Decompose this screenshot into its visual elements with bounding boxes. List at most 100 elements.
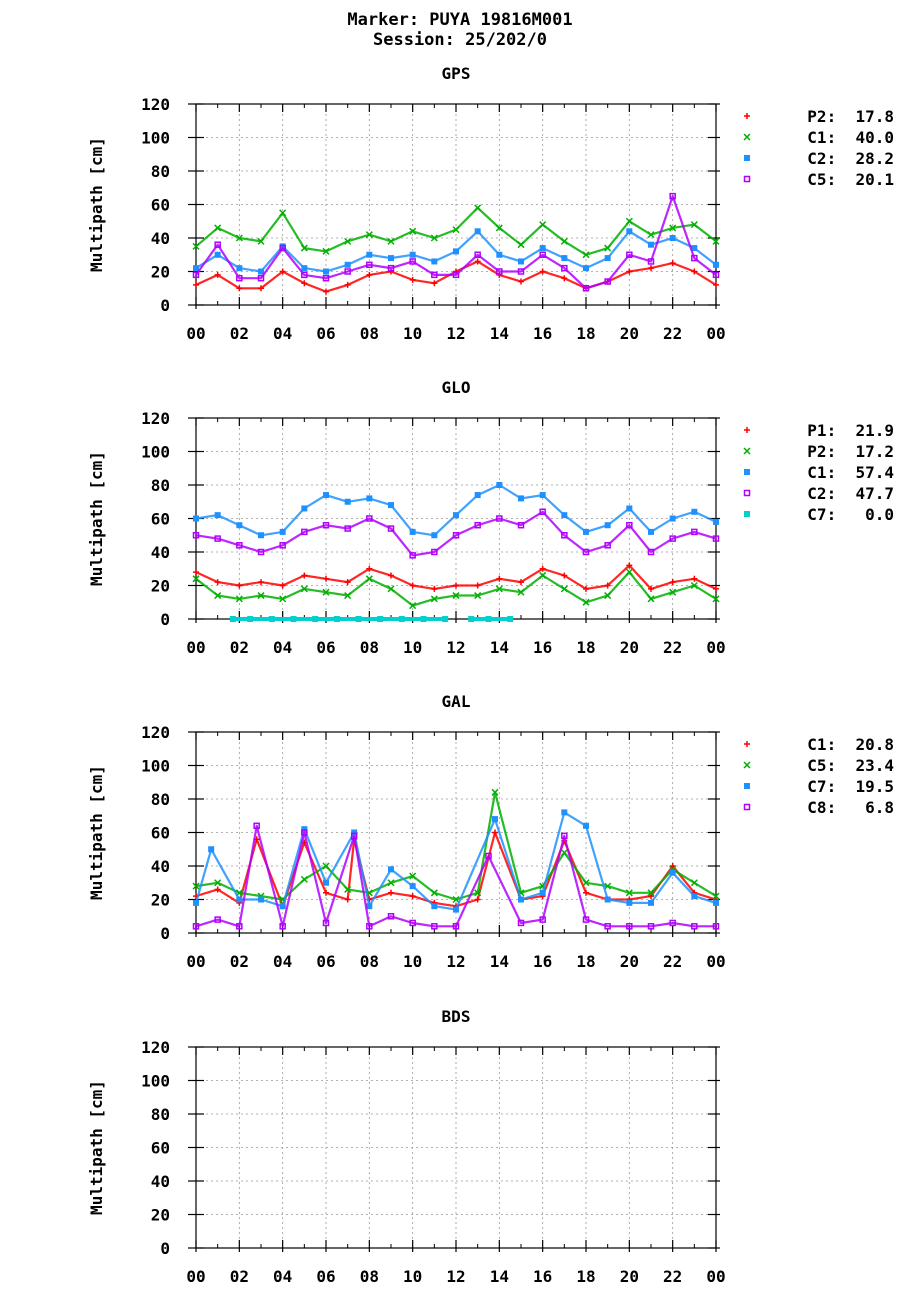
data-point [648,899,654,906]
data-point [669,579,676,586]
data-point [333,616,340,622]
data-point [669,588,677,596]
x-tick-label: 12 [446,324,465,343]
data-point [713,518,719,525]
data-point [561,255,568,262]
y-tick-label: 0 [160,610,170,629]
data-point [279,528,286,535]
data-point [712,923,720,930]
data-point [647,595,655,603]
x-tick-label: 10 [403,638,422,657]
legend-marker [744,427,750,433]
data-point [474,228,481,235]
legend-marker [743,133,751,141]
data-point [258,579,264,586]
data-point [690,581,698,590]
data-point [713,899,719,906]
x-tick-label: 10 [403,324,422,343]
y-tick-label: 80 [151,476,170,495]
data-point [474,492,481,499]
x-tick-label: 12 [446,1267,465,1286]
data-point [236,896,243,903]
data-point [258,532,264,539]
data-point [518,495,524,502]
glo-title: GLO [442,378,471,397]
x-tick-label: 18 [576,1267,595,1286]
data-point [409,276,416,283]
data-point [604,244,612,252]
data-point [539,571,547,579]
x-tick-label: 00 [706,952,725,971]
data-point [279,542,286,549]
data-point [301,271,308,279]
x-tick-label: 00 [706,324,725,343]
data-point [626,251,633,258]
x-tick-label: 02 [230,1267,249,1286]
data-point [193,265,199,272]
gps-chart: GPS 0 20 40 60 80 100 120 00 02 04 06 08 10 12 14 16 18 20… [87,64,894,343]
data-point [582,879,590,887]
data-point [322,274,330,282]
data-point [691,893,698,900]
data-point [583,822,589,829]
x-tick-label: 06 [316,1267,335,1286]
data-point [539,916,546,923]
data-point [192,532,200,539]
series-line [195,824,716,928]
data-point [453,248,459,255]
data-point [452,923,460,930]
data-point [193,569,199,576]
data-point [496,251,503,258]
data-point [355,616,362,622]
data-point [539,889,546,896]
data-point [377,616,384,622]
page-title: Marker: PUYA 19816M001 Session: 25/202/0 [0,10,920,50]
data-point [236,542,243,549]
data-point [365,575,373,583]
data-point [539,221,547,229]
data-point [235,595,243,603]
data-point [323,492,329,499]
y-tick-label: 100 [141,757,170,776]
data-point [409,919,416,927]
x-tick-label: 14 [490,952,509,971]
data-point [561,512,568,519]
glo-ylabel: Multipath [cm] [87,451,106,586]
data-point [507,616,514,622]
data-point [648,585,654,592]
data-point [258,285,264,292]
data-point [214,224,222,232]
data-point [257,592,265,600]
data-point [453,906,459,913]
data-point [691,923,698,930]
data-point [669,919,676,927]
legend-label: C1: 20.8 [807,735,894,754]
data-point [669,192,676,200]
y-tick-label: 120 [141,95,170,114]
data-point [712,535,720,542]
x-tick-label: 20 [620,1267,639,1286]
data-point [583,889,589,896]
x-tick-label: 02 [230,324,249,343]
legend-marker [744,783,750,789]
data-point [430,234,438,242]
bds-ylabel: Multipath [cm] [87,1080,106,1215]
x-tick-label: 16 [533,1267,552,1286]
x-tick-label: 16 [533,324,552,343]
data-point [409,251,416,258]
y-tick-label: 40 [151,1172,170,1191]
data-point [301,572,308,579]
data-point [669,515,676,522]
legend-label: C1: 40.0 [807,128,894,147]
y-tick-label: 20 [151,263,170,282]
x-tick-label: 18 [576,952,595,971]
data-point [387,264,395,272]
data-point [560,849,568,857]
data-point [431,280,438,287]
x-tick-label: 22 [663,952,682,971]
gal-series-c7 [193,809,719,913]
data-point [366,515,373,522]
data-point [648,893,654,900]
data-point [323,575,329,582]
data-point [409,227,417,235]
